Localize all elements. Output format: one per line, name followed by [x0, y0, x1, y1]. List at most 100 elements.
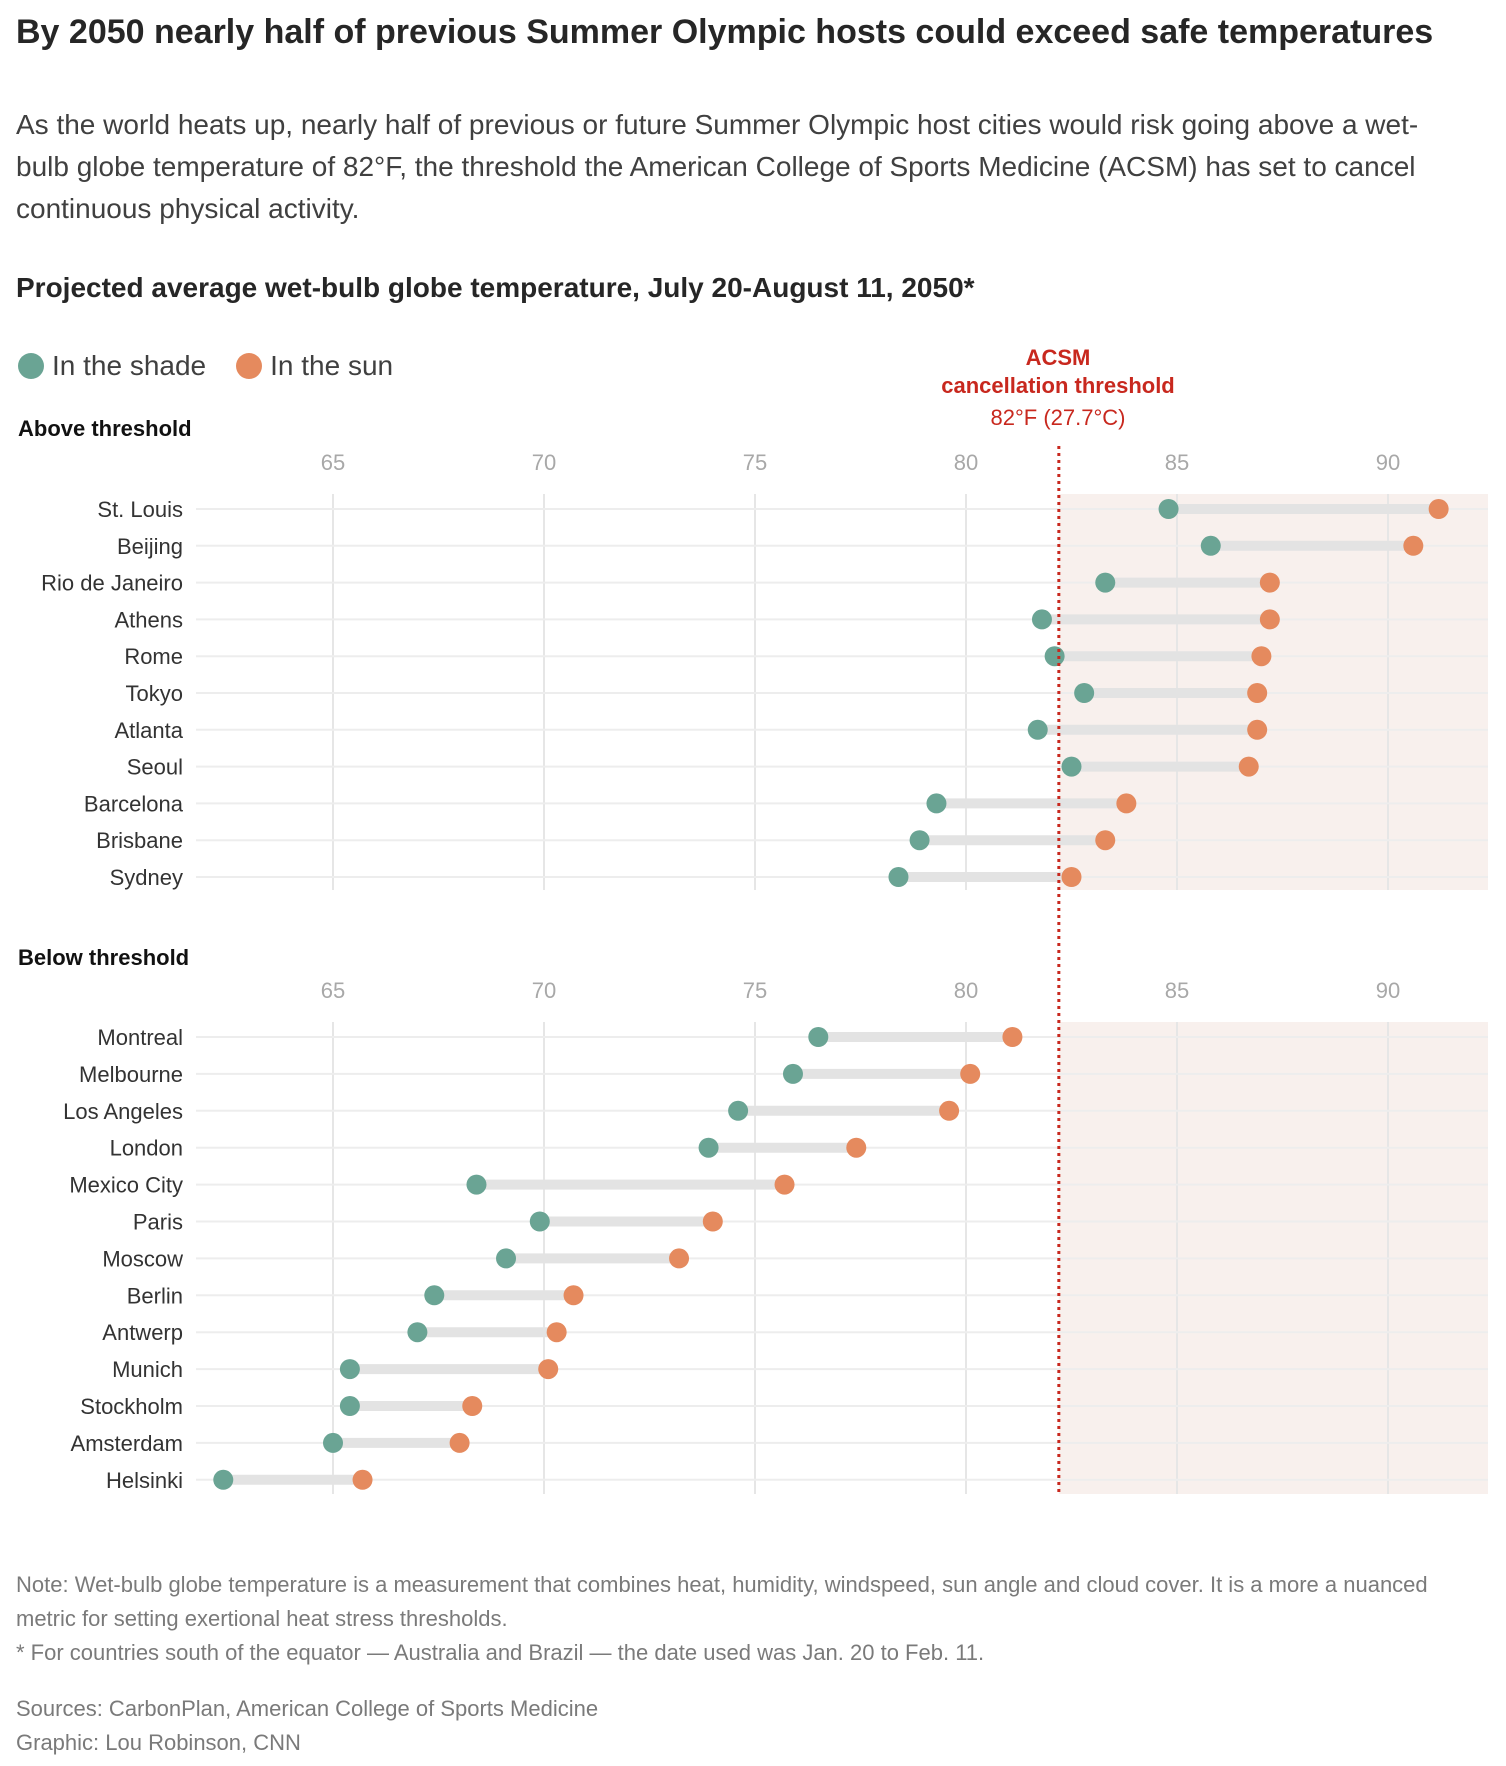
x-tick-label: 75: [743, 978, 767, 1003]
sun-point: [449, 1432, 470, 1453]
city-label: Atlanta: [115, 718, 184, 743]
shade-point: [339, 1359, 360, 1380]
sun-point: [546, 1322, 567, 1343]
city-label: Seoul: [127, 755, 183, 780]
shade-point: [466, 1174, 487, 1195]
x-tick-label: 65: [321, 978, 345, 1003]
city-label: Paris: [133, 1210, 183, 1235]
shade-point: [407, 1322, 428, 1343]
sun-point: [538, 1359, 559, 1380]
shade-point: [1044, 646, 1065, 667]
shade-point: [888, 867, 909, 887]
city-label: London: [110, 1136, 183, 1161]
x-tick-label: 85: [1165, 978, 1189, 1003]
city-label: Los Angeles: [63, 1099, 183, 1124]
threshold-label-line2: cancellation threshold: [941, 373, 1175, 398]
sun-point: [1061, 867, 1082, 887]
sun-point: [1247, 719, 1268, 740]
sun-point: [702, 1211, 723, 1232]
group-label-below: Below threshold: [18, 945, 190, 970]
sun-point: [352, 1469, 373, 1490]
sun-point: [563, 1285, 584, 1306]
x-tick-label: 65: [321, 450, 345, 475]
city-label: Moscow: [102, 1246, 183, 1271]
chart-subtitle: As the world heats up, nearly half of pr…: [16, 109, 1419, 224]
x-tick-label: 70: [532, 450, 556, 475]
shade-point: [1074, 683, 1095, 703]
legend-item-shade: In the shade: [18, 350, 206, 382]
x-tick-label: 90: [1376, 978, 1400, 1003]
x-tick-label: 70: [532, 978, 556, 1003]
city-label: Munich: [112, 1357, 183, 1382]
shade-point: [424, 1285, 445, 1306]
sun-point: [774, 1174, 795, 1195]
city-label: Beijing: [117, 534, 183, 559]
shade-point: [782, 1063, 803, 1084]
credit-text: Graphic: Lou Robinson, CNN: [16, 1730, 301, 1755]
x-tick-label: 75: [743, 450, 767, 475]
city-label: Antwerp: [102, 1320, 183, 1345]
legend-sun-label: In the sun: [270, 350, 394, 381]
sun-point: [1247, 683, 1268, 703]
shade-dot-icon: [18, 353, 44, 379]
legend-item-sun: In the sun: [236, 350, 393, 382]
legend: In the shade In the sun: [18, 350, 423, 382]
city-label: Melbourne: [79, 1062, 183, 1087]
shade-point: [909, 830, 930, 851]
shade-point: [1095, 572, 1116, 593]
city-label: Rio de Janeiro: [41, 571, 183, 596]
sun-point: [462, 1396, 483, 1416]
sun-point: [1251, 646, 1272, 667]
city-label: Tokyo: [126, 681, 183, 706]
sun-point: [1259, 609, 1280, 630]
shade-point: [1061, 756, 1082, 777]
group-label-above: Above threshold: [18, 416, 192, 441]
shade-point: [1027, 719, 1048, 740]
x-tick-label: 85: [1165, 450, 1189, 475]
chart-plot: 65 70 75 80 85 90 St. Louis Beijing Rio de Janei…: [41, 446, 1488, 1494]
note-text: Note: Wet-bulb globe temperature is a me…: [16, 1572, 1428, 1631]
shade-point: [496, 1248, 517, 1269]
shade-point: [808, 1027, 829, 1047]
chart-title: By 2050 nearly half of previous Summer O…: [16, 13, 1434, 51]
chart-heading: Projected average wet-bulb globe tempera…: [16, 272, 975, 303]
sun-point: [1428, 499, 1449, 519]
sun-point: [1259, 572, 1280, 593]
shade-point: [323, 1432, 343, 1453]
shade-point: [339, 1396, 360, 1416]
x-tick-label: 90: [1376, 450, 1400, 475]
city-label: Barcelona: [84, 791, 184, 816]
sun-point: [846, 1137, 867, 1158]
sun-point: [1095, 830, 1116, 851]
sun-dot-icon: [236, 353, 263, 379]
city-label: Amsterdam: [71, 1431, 183, 1456]
shade-point: [1200, 535, 1221, 556]
city-label: Sydney: [110, 865, 183, 890]
city-label: Mexico City: [69, 1173, 183, 1198]
shade-point: [698, 1137, 719, 1158]
shade-point: [529, 1211, 550, 1232]
sun-point: [1002, 1027, 1023, 1047]
city-label: Rome: [124, 644, 183, 669]
city-label: Stockholm: [80, 1394, 183, 1419]
shade-point: [1031, 609, 1052, 630]
city-label: Helsinki: [106, 1468, 183, 1493]
sun-point: [1403, 535, 1424, 556]
sources-text: Sources: CarbonPlan, American College of…: [16, 1696, 599, 1721]
shade-point: [1158, 499, 1179, 519]
shade-point: [728, 1100, 749, 1121]
footnote-text: * For countries south of the equator — A…: [16, 1640, 985, 1665]
sun-point: [1238, 756, 1259, 777]
x-tick-label: 80: [954, 450, 978, 475]
shade-point: [926, 793, 947, 814]
threshold-label-line1: ACSM: [1025, 345, 1091, 370]
sun-point: [960, 1063, 981, 1084]
city-label: Brisbane: [96, 828, 183, 853]
legend-shade-label: In the shade: [52, 350, 207, 381]
city-label: Berlin: [127, 1283, 183, 1308]
shade-point: [213, 1469, 234, 1490]
sun-point: [669, 1248, 690, 1269]
threshold-label-value: 82°F (27.7°C): [990, 405, 1126, 430]
x-tick-label: 80: [954, 978, 978, 1003]
sun-point: [939, 1100, 960, 1121]
